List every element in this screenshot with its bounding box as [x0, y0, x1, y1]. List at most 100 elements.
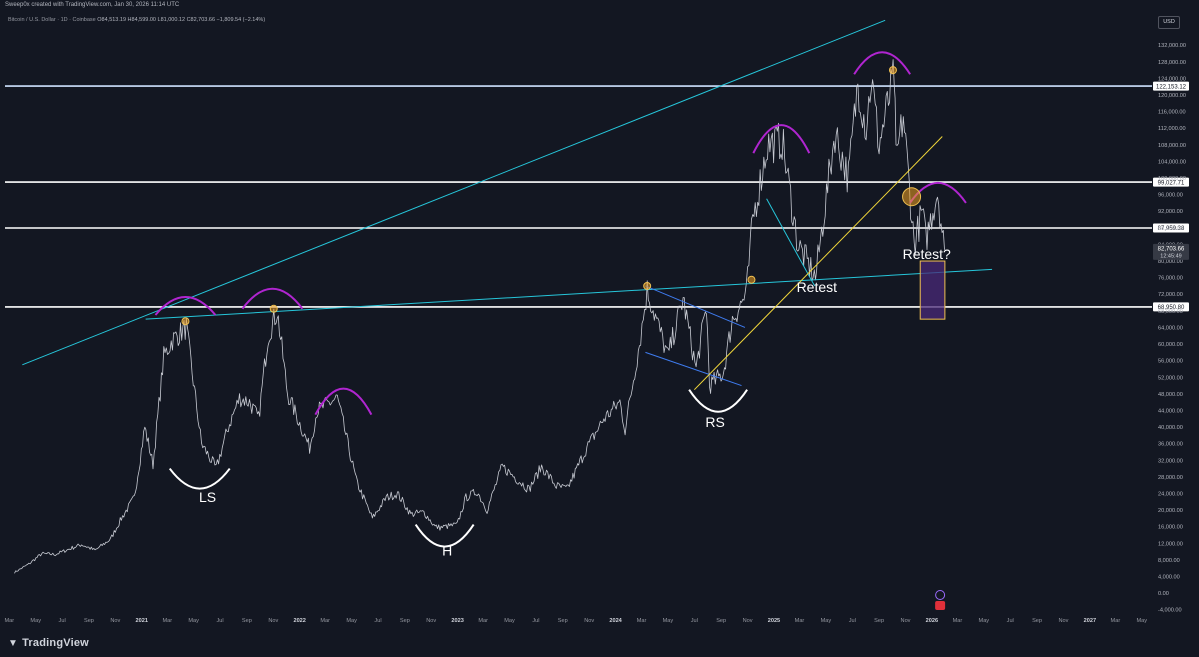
- time-tick-label: May: [663, 618, 674, 624]
- price-tick-label: 68,000.00: [1158, 309, 1183, 315]
- time-tick-label: Jul: [59, 618, 66, 624]
- trendline: [145, 268, 993, 320]
- time-tick-label: 2025: [768, 618, 780, 624]
- time-tick-label: 2026: [926, 618, 938, 624]
- symbol-header[interactable]: Bitcoin / U.S. Dollar · 1D · Coinbase O8…: [8, 17, 265, 23]
- price-tick-label: 24,000.00: [1158, 491, 1183, 497]
- last-price-label: 82,703.66: [1158, 246, 1185, 252]
- time-tick-label: May: [821, 618, 832, 624]
- level-price-tag: [1153, 302, 1189, 312]
- level-price-tag: [1153, 81, 1189, 91]
- time-tick-label: 2027: [1084, 618, 1096, 624]
- time-axis[interactable]: Mar May Jul Sep Nov 2021 Mar May Jul Sep Nov 2022 Ma…: [5, 618, 1148, 624]
- trendline: [645, 285, 746, 328]
- tradingview-logo-icon: ▼: [8, 638, 19, 649]
- level-price-tag: [1153, 223, 1189, 233]
- countdown-label: 12:45:49: [1160, 253, 1181, 259]
- tradingview-logo-text: TradingView: [22, 637, 89, 649]
- price-tick-label: 120,000.00: [1158, 93, 1186, 99]
- touch-circle: [747, 275, 756, 284]
- price-tick-label: 36,000.00: [1158, 442, 1183, 448]
- price-tick-label: 80,000.00: [1158, 259, 1183, 265]
- time-tick-label: 2023: [451, 618, 463, 624]
- time-tick-label: Nov: [1058, 618, 1068, 624]
- trendline: [693, 136, 943, 391]
- time-tick-label: Mar: [162, 618, 172, 624]
- time-tick-label: Mar: [795, 618, 805, 624]
- symbol-name: Bitcoin / U.S. Dollar · 1D · Coinbase: [8, 17, 96, 23]
- price-tick-label: 48,000.00: [1158, 392, 1183, 398]
- time-tick-label: Sep: [242, 618, 252, 624]
- price-tick-label: 60,000.00: [1158, 342, 1183, 348]
- annotation-labels: LS H RS Retest Retest?: [199, 246, 951, 559]
- price-tick-label: 32,000.00: [1158, 458, 1183, 464]
- time-tick-label: Sep: [874, 618, 884, 624]
- trendlines[interactable]: [22, 19, 993, 391]
- price-tick-label: 8,000.00: [1158, 558, 1180, 564]
- time-tick-label: Nov: [426, 618, 436, 624]
- price-tick-label: 44,000.00: [1158, 408, 1183, 414]
- time-tick-label: Mar: [953, 618, 963, 624]
- trendline: [645, 351, 742, 387]
- event-badges[interactable]: [935, 590, 946, 611]
- level-price-label: 122,153.12: [1156, 84, 1187, 90]
- ohlc-values: O84,513.19 H84,599.00 L81,000.12 C82,703…: [97, 17, 266, 23]
- news-badge-icon: [935, 601, 946, 610]
- time-tick-label: Mar: [478, 618, 488, 624]
- price-tick-label: 28,000.00: [1158, 475, 1183, 481]
- price-tick-label: 4,000.00: [1158, 574, 1180, 580]
- price-tick-label: 112,000.00: [1158, 126, 1186, 132]
- time-tick-label: May: [188, 618, 199, 624]
- price-tick-label: 52,000.00: [1158, 375, 1183, 381]
- price-tick-label: 40,000.00: [1158, 425, 1183, 431]
- time-tick-label: May: [346, 618, 357, 624]
- time-tick-label: May: [504, 618, 515, 624]
- time-tick-label: Jul: [691, 618, 698, 624]
- price-tick-label: 92,000.00: [1158, 209, 1183, 215]
- target-box: [919, 260, 946, 320]
- time-tick-label: Sep: [1032, 618, 1042, 624]
- cap-arc: [241, 287, 304, 310]
- price-tick-label: 0.00: [1158, 591, 1169, 597]
- price-tick-label: 116,000.00: [1158, 110, 1186, 116]
- price-tick-label: 104,000.00: [1158, 159, 1186, 165]
- time-tick-label: Jul: [374, 618, 381, 624]
- cap-arc: [853, 51, 911, 75]
- cup-arc: [168, 467, 231, 490]
- price-series: [14, 59, 945, 574]
- cap-arc: [314, 387, 373, 416]
- price-tick-label: 96,000.00: [1158, 193, 1183, 199]
- tradingview-logo[interactable]: ▼ TradingView: [8, 637, 89, 649]
- time-tick-label: 2022: [293, 618, 305, 624]
- level-price-label: 68,950.80: [1158, 305, 1185, 311]
- time-tick-label: Nov: [901, 618, 911, 624]
- price-tick-label: 20,000.00: [1158, 508, 1183, 514]
- time-tick-label: Jul: [532, 618, 539, 624]
- trendline: [766, 198, 816, 287]
- touch-circle: [902, 187, 922, 207]
- level-price-tag: [1153, 177, 1189, 187]
- touch-circle: [269, 304, 278, 313]
- touch-circle: [643, 281, 652, 290]
- time-tick-label: Mar: [320, 618, 330, 624]
- annotation-label: RS: [705, 414, 724, 430]
- currency-button[interactable]: USD: [1158, 16, 1180, 29]
- time-tick-label: 2021: [136, 618, 148, 624]
- price-axis[interactable]: 132,000.00 128,000.00 124,000.00 120,000.00…: [1153, 43, 1189, 614]
- time-tick-label: Sep: [558, 618, 568, 624]
- time-tick-label: May: [1136, 618, 1147, 624]
- time-tick-label: Sep: [84, 618, 94, 624]
- time-tick-label: Nov: [110, 618, 120, 624]
- cap-arc: [154, 296, 217, 316]
- horizontal-levels[interactable]: 122,153.12 99,027.71 87,959.38 68,950.80: [5, 81, 1189, 312]
- price-tick-label: 108,000.00: [1158, 143, 1186, 149]
- event-badge-icon: [935, 590, 946, 600]
- footer-bar: ▼ TradingView: [0, 631, 1199, 657]
- last-price-tag: [1153, 243, 1189, 260]
- pattern-shapes[interactable]: [154, 51, 967, 548]
- trendline: [22, 19, 886, 366]
- price-tick-label: 132,000.00: [1158, 43, 1186, 49]
- time-tick-label: Nov: [268, 618, 278, 624]
